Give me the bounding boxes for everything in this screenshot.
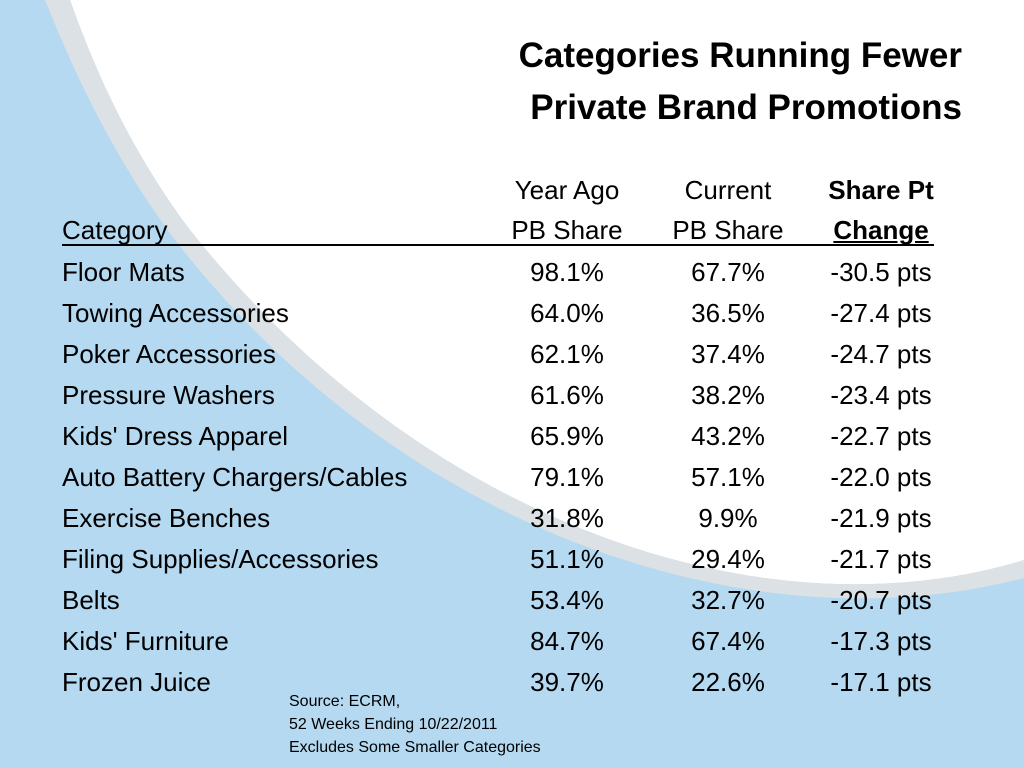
table-body: Floor Mats 98.1% 67.7% -30.5 pts Towing …	[0, 252, 1024, 703]
row-current: 38.2%	[691, 380, 765, 410]
row-year-ago: 61.6%	[530, 380, 604, 410]
header-category-label: Category	[62, 215, 168, 245]
row-current: 22.6%	[691, 667, 765, 697]
header-change: Share Pt Change	[812, 170, 950, 250]
row-year-ago: 64.0%	[530, 298, 604, 328]
row-category: Kids' Dress Apparel	[62, 421, 289, 451]
row-year-ago: 51.1%	[530, 544, 604, 574]
row-year-ago: 39.7%	[530, 667, 604, 697]
row-change: -30.5 pts	[830, 257, 932, 287]
row-category: Floor Mats	[62, 257, 185, 287]
row-year-ago: 98.1%	[530, 257, 604, 287]
row-category: Pressure Washers	[62, 380, 275, 410]
header-year-ago: Year Ago PB Share	[497, 170, 637, 250]
row-current: 9.9%	[698, 503, 758, 533]
title-line-2: Private Brand Promotions	[530, 88, 962, 127]
row-current: 37.4%	[691, 339, 765, 369]
row-year-ago: 62.1%	[530, 339, 604, 369]
table-row: Floor Mats 98.1% 67.7% -30.5 pts	[0, 252, 1024, 293]
row-category: Poker Accessories	[62, 339, 276, 369]
header-year-ago-line-1: Year Ago	[514, 175, 620, 205]
row-change: -22.7 pts	[830, 421, 932, 451]
row-change: -24.7 pts	[830, 339, 932, 369]
row-year-ago: 65.9%	[530, 421, 604, 451]
slide-title: Categories Running Fewer Private Brand P…	[519, 30, 962, 134]
header-change-line-2: Change	[833, 215, 929, 245]
row-current: 43.2%	[691, 421, 765, 451]
table-row: Towing Accessories 64.0% 36.5% -27.4 pts	[0, 293, 1024, 334]
table-row: Kids' Dress Apparel 65.9% 43.2% -22.7 pt…	[0, 416, 1024, 457]
row-year-ago: 79.1%	[530, 462, 604, 492]
row-current: 67.7%	[691, 257, 765, 287]
row-current: 32.7%	[691, 585, 765, 615]
header-year-ago-line-2: PB Share	[511, 215, 623, 245]
header-category: Category	[62, 210, 168, 250]
table-row: Belts 53.4% 32.7% -20.7 pts	[0, 580, 1024, 621]
row-change: -21.9 pts	[830, 503, 932, 533]
row-current: 67.4%	[691, 626, 765, 656]
row-category: Frozen Juice	[62, 667, 211, 697]
row-current: 29.4%	[691, 544, 765, 574]
row-current: 36.5%	[691, 298, 765, 328]
table-row: Exercise Benches 31.8% 9.9% -21.9 pts	[0, 498, 1024, 539]
header-current-line-1: Current	[684, 175, 772, 205]
row-category: Belts	[62, 585, 120, 615]
row-year-ago: 31.8%	[530, 503, 604, 533]
header-current-line-2: PB Share	[672, 215, 784, 245]
row-category: Towing Accessories	[62, 298, 289, 328]
source-line-1: Source: ECRM,	[289, 693, 401, 710]
header-rule	[62, 244, 934, 246]
row-change: -20.7 pts	[830, 585, 932, 615]
table-row: Auto Battery Chargers/Cables 79.1% 57.1%…	[0, 457, 1024, 498]
row-change: -22.0 pts	[830, 462, 932, 492]
table-row: Filing Supplies/Accessories 51.1% 29.4% …	[0, 539, 1024, 580]
source-line-3: Excludes Some Smaller Categories	[289, 739, 541, 756]
row-category: Exercise Benches	[62, 503, 271, 533]
table-row: Kids' Furniture 84.7% 67.4% -17.3 pts	[0, 621, 1024, 662]
row-change: -17.3 pts	[830, 626, 932, 656]
source-note: Source: ECRM, 52 Weeks Ending 10/22/2011…	[289, 690, 541, 759]
row-change: -23.4 pts	[830, 380, 932, 410]
table-row: Poker Accessories 62.1% 37.4% -24.7 pts	[0, 334, 1024, 375]
row-change: -17.1 pts	[830, 667, 932, 697]
source-line-2: 52 Weeks Ending 10/22/2011	[289, 716, 498, 733]
row-change: -21.7 pts	[830, 544, 932, 574]
row-category: Kids' Furniture	[62, 626, 229, 656]
header-current: Current PB Share	[658, 170, 798, 250]
table-row: Pressure Washers 61.6% 38.2% -23.4 pts	[0, 375, 1024, 416]
row-category: Filing Supplies/Accessories	[62, 544, 379, 574]
row-year-ago: 53.4%	[530, 585, 604, 615]
row-current: 57.1%	[691, 462, 765, 492]
title-line-1: Categories Running Fewer	[518, 36, 962, 75]
row-category: Auto Battery Chargers/Cables	[62, 462, 408, 492]
row-year-ago: 84.7%	[530, 626, 604, 656]
table-row: Frozen Juice 39.7% 22.6% -17.1 pts	[0, 662, 1024, 703]
header-change-line-1: Share Pt	[828, 175, 934, 205]
row-change: -27.4 pts	[830, 298, 932, 328]
